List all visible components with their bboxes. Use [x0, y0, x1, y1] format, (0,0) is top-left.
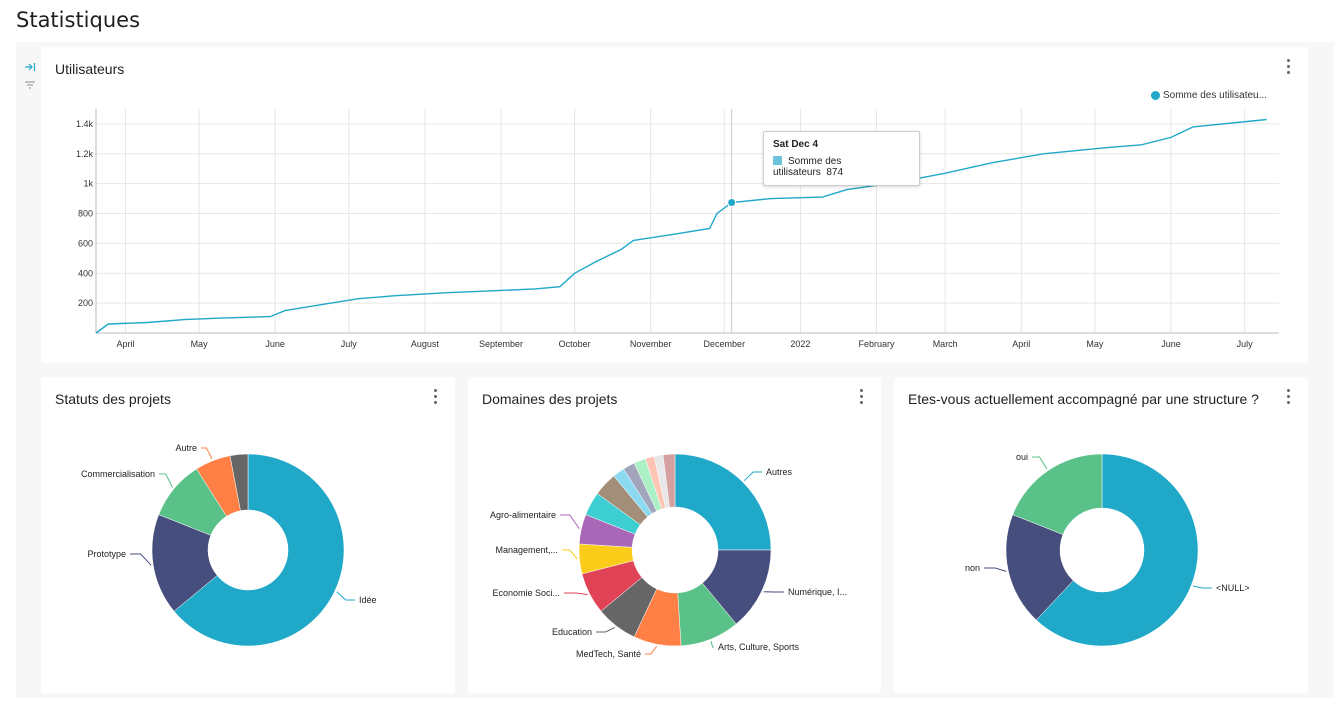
x-tick-label: October [559, 339, 591, 349]
domaines-leader-line [645, 645, 658, 655]
accomp-panel: Etes-vous actuellement accompagné par un… [894, 377, 1308, 693]
domaines-label: Autres [766, 467, 793, 477]
domaines-leader-line [710, 640, 714, 648]
accomp-leader-line [1032, 456, 1048, 470]
domaines-leader-line [596, 626, 616, 633]
y-tick-label: 400 [78, 268, 93, 278]
tooltip-value: 874 [826, 167, 844, 178]
domaines-label: Education [552, 627, 592, 637]
statuts-panel-title: Statuts des projets [55, 391, 171, 407]
users-tooltip: Sat Dec 4 Somme des utilisateurs 874 [763, 131, 920, 186]
tooltip-title: Sat Dec 4 [773, 139, 819, 150]
users-menu-icon[interactable] [1287, 59, 1291, 77]
statuts-slice [229, 453, 249, 512]
x-tick-label: December [704, 339, 746, 349]
legend-dot-icon [1151, 91, 1160, 100]
domaines-label: Agro-alimentaire [490, 510, 556, 520]
domaines-leader-line [564, 592, 588, 595]
x-tick-label: July [1237, 339, 1254, 349]
x-tick-label: July [341, 339, 358, 349]
hover-point [727, 197, 737, 207]
y-tick-label: 1.4k [76, 119, 94, 129]
y-tick-label: 600 [78, 238, 93, 248]
x-tick-label: August [411, 339, 440, 349]
y-tick-label: 800 [78, 209, 93, 219]
page-title: Statistiques [16, 8, 141, 32]
collapse-panel-icon[interactable] [24, 62, 36, 72]
x-tick-label: March [933, 339, 958, 349]
y-tick-label: 1.2k [76, 149, 94, 159]
accomp-slice [1012, 453, 1103, 535]
domaines-slice [674, 453, 772, 551]
domaines-menu-icon[interactable] [860, 389, 864, 407]
accomp-label: oui [1016, 452, 1028, 462]
statuts-menu-icon[interactable] [434, 389, 438, 407]
x-tick-label: February [858, 339, 895, 349]
statuts-label: Idée [359, 595, 377, 605]
y-tick-label: 1k [83, 179, 93, 189]
domaines-slice [662, 453, 676, 508]
users-line-chart[interactable]: 200 400 600 800 1k 1.2k 1.4k April May June July Au… [41, 47, 1308, 363]
statuts-leader-line [159, 473, 173, 488]
statuts-label: Prototype [87, 549, 126, 559]
x-tick-label: May [191, 339, 209, 349]
accomp-menu-icon[interactable] [1287, 389, 1291, 407]
x-tick-label: June [1161, 339, 1181, 349]
domaines-leader-line [743, 471, 762, 482]
x-tick-label: 2022 [790, 339, 810, 349]
domaines-panel: Domaines des projets Autres Numérique, I.… [468, 377, 881, 693]
side-toolbar [24, 62, 36, 90]
statuts-donut-chart[interactable]: Idée Prototype Commercialisation Autre [41, 377, 455, 693]
statuts-leader-line [336, 591, 355, 601]
x-tick-label: April [116, 339, 134, 349]
statuts-leader-line [130, 553, 152, 566]
tooltip-series: Somme des utilisateurs [773, 156, 842, 178]
domaines-label: MedTech, Santé [576, 649, 641, 659]
users-legend[interactable]: Somme des utilisateu... [1151, 90, 1267, 101]
tooltip-swatch [773, 156, 782, 165]
domaines-label: Numérique, I... [788, 587, 847, 597]
statuts-panel: Statuts des projets Idée Prototype Commerc… [41, 377, 455, 693]
y-tick-label: 200 [78, 298, 93, 308]
domaines-panel-title: Domaines des projets [482, 391, 618, 407]
domaines-label: Arts, Culture, Sports [718, 642, 800, 652]
users-series-line [95, 118, 1267, 334]
statuts-label: Autre [175, 443, 197, 453]
x-tick-label: November [630, 339, 672, 349]
accomp-leader-line [984, 567, 1007, 572]
dashboard: Utilisateurs Somme des utilisateu... 200… [16, 42, 1334, 698]
x-tick-label: May [1086, 339, 1104, 349]
users-legend-label: Somme des utilisateu... [1163, 90, 1267, 101]
x-tick-label: April [1012, 339, 1030, 349]
statuts-label: Commercialisation [81, 469, 155, 479]
users-panel: Utilisateurs Somme des utilisateu... 200… [41, 47, 1308, 363]
domaines-leader-line [562, 549, 578, 560]
accomp-panel-title: Etes-vous actuellement accompagné par un… [908, 391, 1259, 407]
x-tick-label: September [479, 339, 523, 349]
accomp-label: <NULL> [1216, 583, 1250, 593]
domaines-leader-line [560, 514, 580, 529]
statuts-leader-line [201, 447, 213, 460]
filter-icon[interactable] [24, 80, 36, 90]
accomp-slice [1035, 453, 1199, 647]
accomp-label: non [965, 563, 980, 573]
statuts-slice [173, 453, 345, 647]
users-panel-title: Utilisateurs [55, 61, 125, 77]
domaines-donut-chart[interactable]: Autres Numérique, I... Arts, Culture, Spor… [468, 377, 881, 693]
accomp-donut-chart[interactable]: <NULL> non oui [894, 377, 1308, 693]
domaines-label: Economie Soci... [492, 588, 560, 598]
x-tick-label: June [265, 339, 285, 349]
accomp-leader-line [1193, 585, 1212, 589]
accomp-slice [1005, 514, 1074, 621]
domaines-label: Management,... [495, 545, 558, 555]
